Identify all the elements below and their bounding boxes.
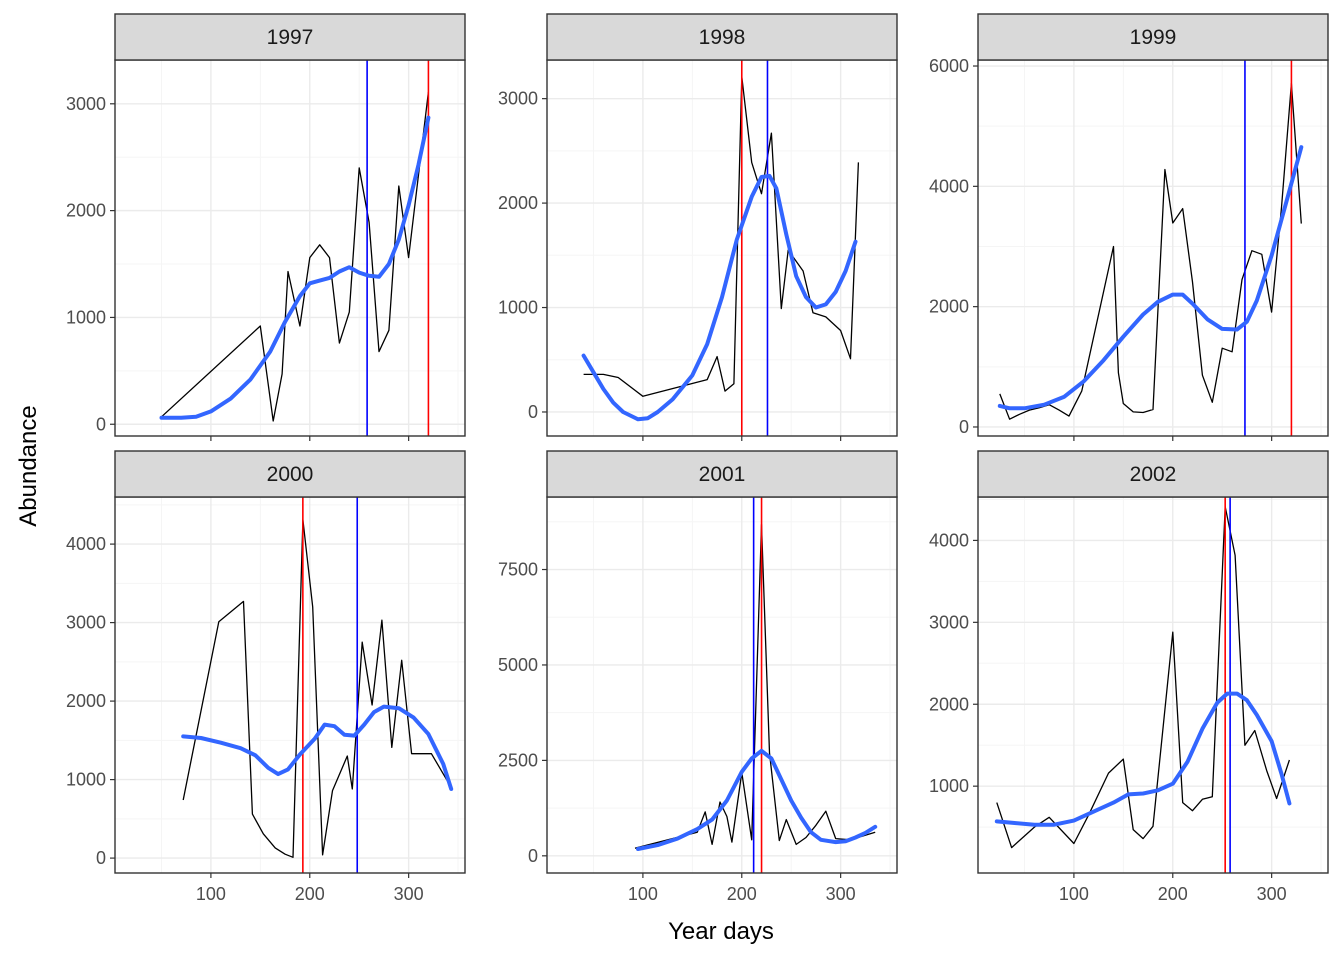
y-tick-label: 7500 xyxy=(498,560,538,580)
smooth-line xyxy=(159,115,431,420)
panel-data xyxy=(181,497,454,873)
facet-strip-label: 1998 xyxy=(699,26,746,49)
y-tick-label: 4000 xyxy=(66,534,106,554)
y-tick-label: 2000 xyxy=(66,201,106,221)
y-tick-label: 0 xyxy=(959,417,969,437)
y-tick-label: 3000 xyxy=(66,613,106,633)
y-tick-label: 6000 xyxy=(929,56,969,76)
x-tick-label: 300 xyxy=(1257,884,1287,904)
y-tick-label: 0 xyxy=(96,848,106,868)
panel-background xyxy=(115,497,465,873)
y-tick-label: 2000 xyxy=(66,691,106,711)
y-tick-label: 1000 xyxy=(66,770,106,790)
facet-strip xyxy=(977,13,1329,61)
observed-line xyxy=(161,91,430,422)
x-tick-label: 100 xyxy=(196,884,226,904)
x-tick-label: 300 xyxy=(394,884,424,904)
panel-background xyxy=(978,497,1328,873)
y-tick-label: 1000 xyxy=(66,307,106,327)
y-tick-label: 2500 xyxy=(498,750,538,770)
facet-panel-1998: 1998 0 1000 2000 3000 xyxy=(498,13,898,441)
x-tick-label: 200 xyxy=(295,884,325,904)
y-tick-label: 3000 xyxy=(929,612,969,632)
x-tick-label: 200 xyxy=(1158,884,1188,904)
panel-data xyxy=(634,497,878,873)
facet-panel-2001: 2001 0 2500 5000 7500 100 200 300 xyxy=(498,450,898,904)
facet-strip xyxy=(546,13,898,61)
smooth-line xyxy=(581,173,858,422)
facet-strip xyxy=(114,13,466,61)
facet-panel-1997: 1997 0 1000 2000 3000 xyxy=(66,13,466,441)
x-tick-label: 300 xyxy=(826,884,856,904)
panels: 1997010002000300019980100020003000199902… xyxy=(66,13,1329,904)
observed-line xyxy=(583,76,860,397)
panel-data xyxy=(159,60,431,436)
facet-panel-2000: 2000 0 1000 2000 3000 4000 100 200 300 xyxy=(66,450,466,904)
facet-strip-label: 1999 xyxy=(1130,26,1177,49)
y-tick-label: 1000 xyxy=(498,298,538,318)
y-tick-label: 2000 xyxy=(929,694,969,714)
panel-data xyxy=(994,497,1292,873)
x-tick-label: 100 xyxy=(628,884,658,904)
y-tick-label: 0 xyxy=(528,402,538,422)
facet-strip-label: 2001 xyxy=(699,463,746,486)
facet-strip xyxy=(977,450,1329,498)
y-tick-label: 1000 xyxy=(929,776,969,796)
x-tick-label: 100 xyxy=(1059,884,1089,904)
facet-strip-label: 2002 xyxy=(1130,463,1177,486)
observed-line xyxy=(182,519,452,858)
panel-background xyxy=(978,60,1328,436)
smooth-line xyxy=(994,691,1292,827)
y-axis-title: Abundance xyxy=(15,405,42,526)
facet-strip xyxy=(546,450,898,498)
y-tick-label: 0 xyxy=(528,846,538,866)
y-tick-label: 3000 xyxy=(66,94,106,114)
smooth-line xyxy=(181,704,454,791)
y-tick-label: 3000 xyxy=(498,89,538,109)
observed-line xyxy=(996,506,1291,849)
y-tick-label: 2000 xyxy=(498,193,538,213)
panel-data xyxy=(997,60,1304,436)
x-axis-title: Year days xyxy=(668,918,774,945)
x-tick-label: 200 xyxy=(727,884,757,904)
smooth-line xyxy=(636,748,878,851)
y-tick-label: 5000 xyxy=(498,655,538,675)
panel-background xyxy=(547,60,897,436)
facet-panel-2002: 2002 1000 2000 3000 4000 100 200 300 xyxy=(929,450,1329,904)
observed-line xyxy=(634,523,876,849)
smooth-line xyxy=(997,145,1304,411)
panel-background xyxy=(115,60,465,436)
y-tick-label: 4000 xyxy=(929,530,969,550)
facet-strip xyxy=(114,450,466,498)
facet-panel-1999: 1999 0 2000 4000 6000 xyxy=(929,13,1329,441)
y-tick-label: 0 xyxy=(96,414,106,434)
facet-strip-label: 1997 xyxy=(267,26,314,49)
panel-background xyxy=(547,497,897,873)
y-tick-label: 2000 xyxy=(929,297,969,317)
y-tick-label: 4000 xyxy=(929,176,969,196)
panel-data xyxy=(581,60,860,436)
facet-strip-label: 2000 xyxy=(267,463,314,486)
